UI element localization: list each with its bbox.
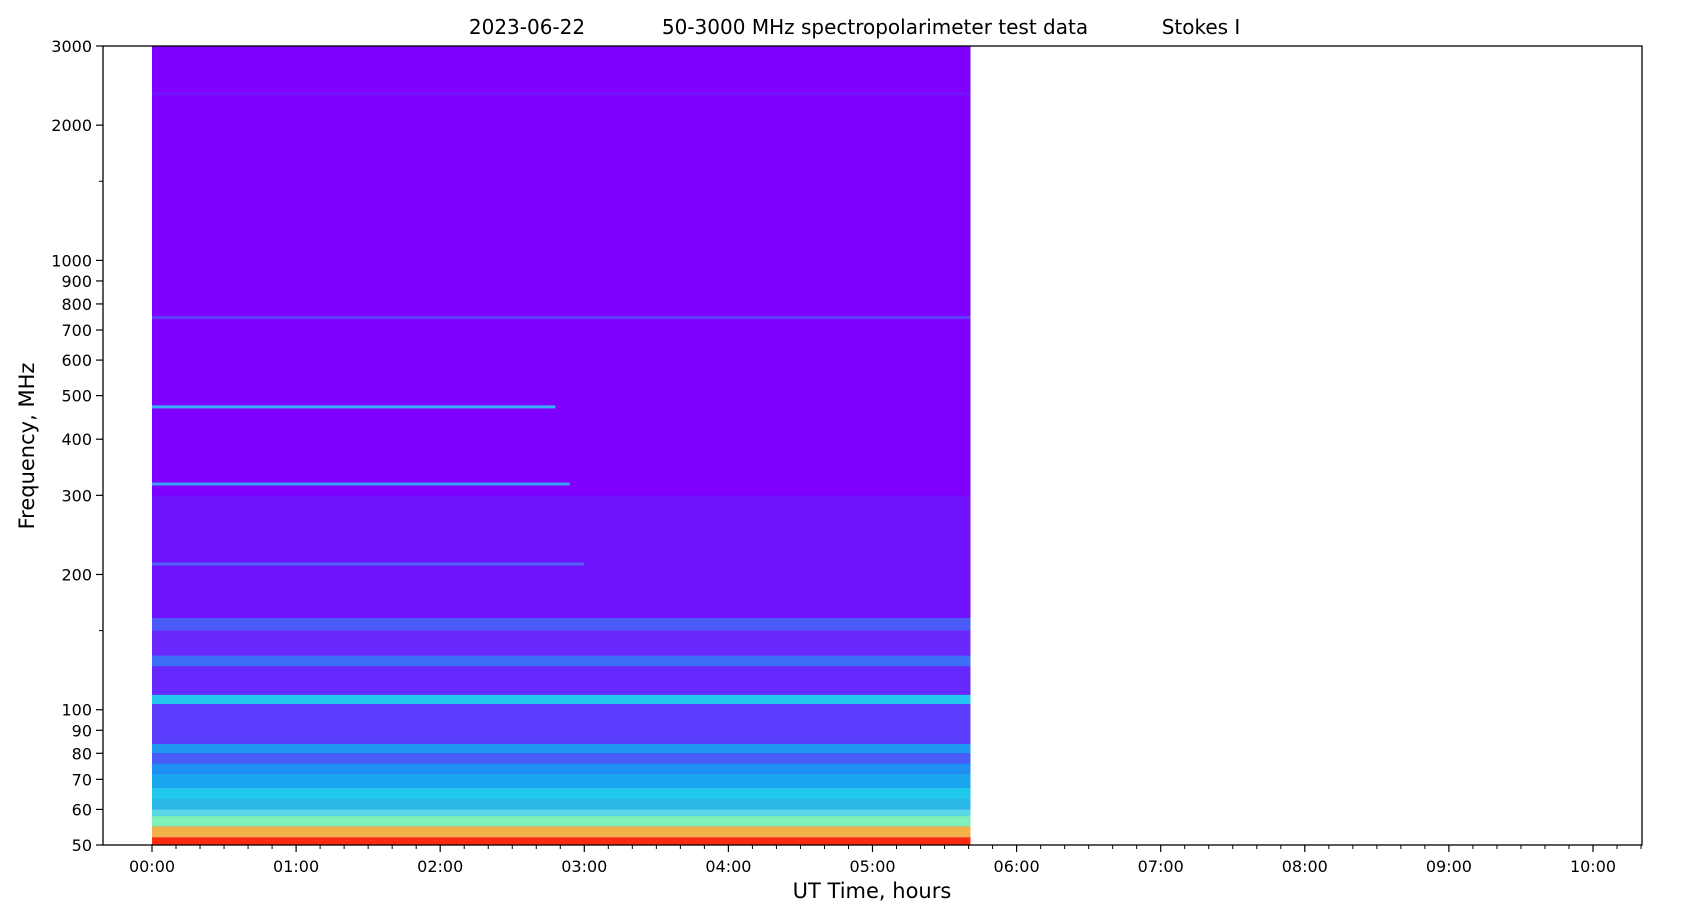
interference-line: [151, 482, 570, 486]
y-tick-label: 500: [61, 387, 92, 406]
x-tick-label: 05:00: [849, 857, 895, 876]
y-tick-label: 3000: [51, 37, 92, 56]
frequency-band: [151, 495, 971, 619]
interference-line: [151, 92, 971, 96]
x-tick-label: 08:00: [1282, 857, 1328, 876]
frequency-band: [151, 46, 971, 496]
frequency-band: [151, 763, 971, 774]
y-tick-label: 400: [61, 430, 92, 449]
y-tick-label: 90: [72, 721, 92, 740]
x-tick-label: 06:00: [994, 857, 1040, 876]
frequency-band: [151, 787, 971, 800]
x-tick-label: 07:00: [1138, 857, 1184, 876]
y-tick-label: 50: [72, 836, 92, 855]
frequency-band: [151, 816, 971, 827]
y-tick-label: 2000: [51, 116, 92, 135]
spectrogram-heatmap: [151, 46, 971, 845]
y-tick-label: 60: [72, 800, 92, 819]
frequency-band: [151, 826, 971, 838]
interference-line: [151, 316, 971, 320]
x-tick-label: 02:00: [417, 857, 463, 876]
x-tick-label: 00:00: [129, 857, 175, 876]
y-tick-label: 300: [61, 486, 92, 505]
x-tick-label: 09:00: [1426, 857, 1472, 876]
frequency-band: [151, 773, 971, 788]
x-tick-label: 01:00: [273, 857, 319, 876]
x-tick-label: 04:00: [705, 857, 751, 876]
title-main: 50-3000 MHz spectropolarimeter test data: [662, 15, 1088, 39]
y-tick-label: 100: [61, 701, 92, 720]
x-axis-ticks: 00:00 01:00 02:00 03:00 04:00 05:00 06:00 07:00…: [129, 845, 1642, 876]
frequency-band: [151, 630, 971, 656]
frequency-band: [151, 703, 971, 744]
frequency-band: [151, 666, 971, 695]
interference-line: [151, 562, 585, 566]
title-stokes: Stokes I: [1162, 15, 1241, 39]
frequency-band: [151, 799, 971, 810]
interference-line: [151, 405, 556, 409]
x-tick-label: 03:00: [561, 857, 607, 876]
x-axis-label: UT Time, hours: [793, 879, 952, 903]
frequency-band: [151, 694, 971, 704]
y-tick-label: 200: [61, 565, 92, 584]
frequency-band: [151, 753, 971, 764]
y-tick-label: 800: [61, 295, 92, 314]
frequency-band: [151, 655, 971, 667]
frequency-band: [151, 837, 971, 845]
frequency-band: [151, 743, 971, 754]
y-tick-label: 1000: [51, 251, 92, 270]
y-tick-label: 70: [72, 770, 92, 789]
x-tick-label: 10:00: [1570, 857, 1616, 876]
y-tick-label: 900: [61, 272, 92, 291]
y-tick-label: 600: [61, 351, 92, 370]
y-axis-label: Frequency, MHz: [15, 363, 39, 530]
y-tick-label: 700: [61, 321, 92, 340]
frequency-band: [151, 809, 971, 817]
title-date: 2023-06-22: [469, 15, 585, 39]
y-tick-label: 80: [72, 744, 92, 763]
frequency-band: [151, 618, 971, 631]
